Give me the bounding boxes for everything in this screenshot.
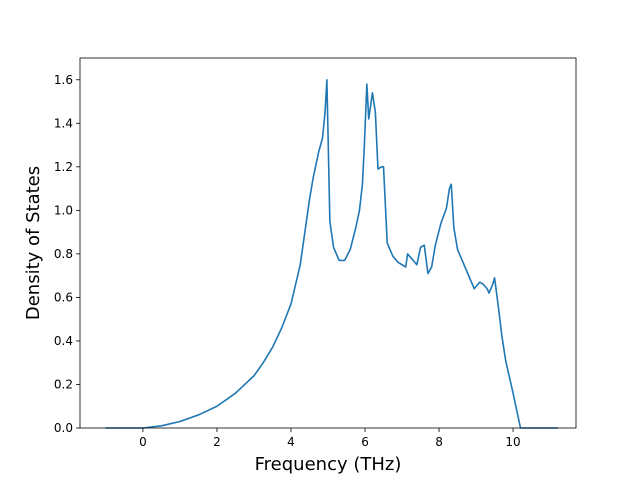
y-tick-label: 0.4	[54, 334, 73, 348]
y-tick-label: 0.2	[54, 377, 73, 391]
y-axis-label: Density of States	[23, 166, 44, 320]
axes-frame	[79, 57, 577, 429]
x-tick-label: 10	[505, 435, 520, 449]
series-layer	[105, 78, 559, 429]
y-tick-label: 1.6	[54, 73, 73, 87]
x-tick-label: 8	[435, 435, 443, 449]
x-tick-label: 4	[287, 435, 295, 449]
y-axis-ticks: 0.0 0.2 0.4 0.6 0.8 1.0 1.2 1.4 1.6	[54, 73, 80, 435]
y-tick-label: 0.0	[54, 421, 73, 435]
dos-series-line-0	[105, 78, 559, 429]
x-tick-label: 6	[361, 435, 369, 449]
x-axis-label: Frequency (THz)	[255, 454, 402, 475]
x-axis-ticks: 0 2 4 6 8 10	[139, 428, 521, 449]
x-tick-label: 0	[139, 435, 147, 449]
y-tick-label: 1.2	[54, 160, 73, 174]
y-tick-label: 0.6	[54, 290, 73, 304]
x-tick-label: 2	[213, 435, 221, 449]
y-tick-label: 1.0	[54, 203, 73, 217]
y-tick-label: 1.4	[54, 116, 73, 130]
y-tick-label: 0.8	[54, 247, 73, 261]
